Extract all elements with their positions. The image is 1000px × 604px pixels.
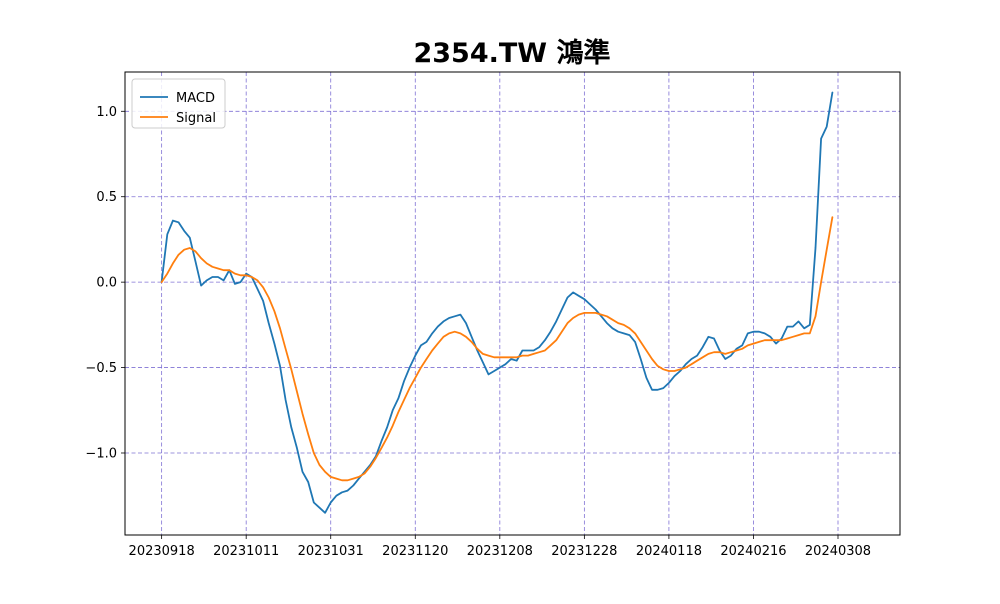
x-tick-label: 20240118 [636,544,702,559]
y-tick-label: 0.5 [96,190,117,205]
plot-area: 20230918 20231011 20231031 20231120 20231208… [85,71,901,559]
x-tick-label: 20240216 [720,544,786,559]
x-tick-label: 20231208 [467,544,533,559]
y-tick-label: 0.0 [96,276,117,291]
x-tick-label: 20231120 [382,544,448,559]
y-tick-label: −0.5 [85,361,117,376]
plot-frame [124,71,901,536]
chart-title: 2354.TW 鴻準 [413,37,610,69]
x-tick-label: 20231228 [551,544,617,559]
x-tick-label: 20230918 [129,544,195,559]
legend-label-signal: Signal [176,111,216,126]
signal-series-line [160,216,834,482]
legend-label-macd: MACD [176,91,215,106]
y-tick-label: 1.0 [96,105,117,120]
x-tick-label: 20231031 [298,544,364,559]
legend-box [131,78,226,129]
x-tick-label: 20240308 [805,544,871,559]
y-tick-label: −1.0 [85,446,117,461]
x-tick-label: 20231011 [213,544,279,559]
